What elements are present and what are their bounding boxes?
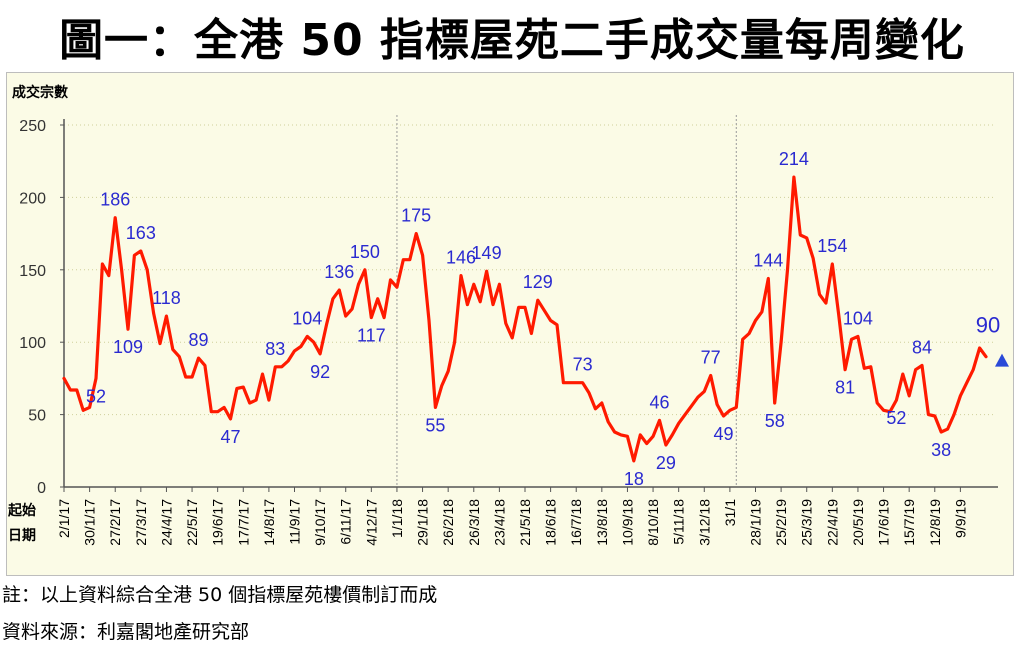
data-label: 92 (310, 362, 330, 382)
data-label: 81 (835, 378, 855, 398)
source-note: 資料來源：利嘉閣地產研究部 (2, 621, 250, 643)
data-label: 38 (931, 440, 951, 460)
x-tick-label: 31/1 (722, 499, 738, 526)
y-tick-label: 250 (19, 118, 46, 135)
data-label: 49 (713, 424, 733, 444)
data-label: 52 (86, 386, 106, 406)
data-label: 89 (188, 330, 208, 350)
y-tick-label: 50 (28, 408, 46, 425)
data-label: 175 (401, 206, 431, 226)
x-tick-label: 11/9/17 (287, 499, 303, 545)
x-tick-label: 27/3/17 (133, 499, 149, 546)
data-label: 149 (472, 243, 502, 263)
x-axis-title-line1: 起始 (7, 502, 36, 519)
data-label: 52 (886, 408, 906, 428)
x-tick-label: 14/8/17 (261, 499, 277, 546)
data-label: 214 (779, 149, 809, 169)
data-label: 146 (446, 248, 476, 268)
x-tick-label: 1/1/18 (389, 499, 405, 538)
y-tick-label: 200 (19, 190, 46, 207)
data-label: 104 (292, 308, 322, 328)
x-tick-label: 16/7/18 (568, 499, 584, 546)
data-label: 55 (425, 415, 445, 435)
series-line (62, 175, 988, 463)
x-tick-label: 17/6/19 (876, 499, 892, 546)
x-tick-label: 8/10/18 (645, 499, 661, 546)
data-label: 29 (656, 453, 676, 473)
x-tick-label: 30/1/17 (82, 499, 98, 546)
data-label: 129 (523, 272, 553, 292)
x-tick-label: 22/5/17 (184, 499, 200, 546)
x-tick-label: 18/6/18 (543, 499, 559, 546)
chart-frame (6, 72, 1014, 576)
x-tick-label: 5/11/18 (671, 499, 687, 545)
data-label: 163 (126, 223, 156, 243)
x-tick-label: 26/2/18 (440, 499, 456, 546)
x-tick-label: 20/5/19 (850, 499, 866, 546)
data-label: 18 (624, 469, 644, 489)
data-label: 186 (100, 190, 130, 210)
x-tick-label: 12/8/19 (927, 499, 943, 546)
x-tick-label: 17/7/17 (235, 499, 251, 546)
x-tick-label: 25/3/19 (799, 499, 815, 546)
data-label: 46 (649, 392, 669, 412)
data-label: 77 (701, 348, 721, 368)
x-tick-label: 28/1/19 (748, 499, 764, 546)
x-tick-label: 9/9/19 (952, 499, 968, 538)
volume-line-chart: 0 50 100 150 200 250 成交宗數 2/1/17 30/1/17 27/2/17 2… (7, 84, 1009, 546)
y-axis-title: 成交宗數 (12, 84, 68, 101)
x-tick-label: 19/6/17 (210, 499, 226, 546)
data-label: 150 (350, 242, 380, 262)
y-tick-label: 150 (19, 263, 46, 280)
data-label: 90 (976, 313, 1000, 338)
x-tick-label: 9/10/17 (312, 499, 328, 546)
data-label: 58 (765, 411, 785, 431)
y-tick-label: 0 (37, 480, 46, 497)
x-tick-label: 24/4/17 (158, 499, 174, 546)
y-tick-label: 100 (19, 335, 46, 352)
x-tick-label: 29/1/18 (415, 499, 431, 546)
x-tick-label: 22/4/19 (824, 499, 840, 546)
data-label: 47 (220, 427, 240, 447)
x-tick-label: 2/1/17 (56, 499, 72, 538)
data-label: 83 (265, 339, 285, 359)
x-tick-label: 4/12/17 (363, 499, 379, 546)
latest-point-marker (995, 353, 1009, 367)
data-label: 136 (324, 262, 354, 282)
x-tick-label: 15/7/19 (901, 499, 917, 546)
x-axis-title-line2: 日期 (8, 528, 36, 544)
x-tick-label: 10/9/18 (619, 499, 635, 546)
chart-title: 圖一：全港 50 指標屋苑二手成交量每周變化 (59, 15, 965, 66)
data-label: 118 (152, 288, 181, 308)
data-label: 117 (357, 326, 386, 346)
x-tick-label: 25/2/19 (773, 499, 789, 546)
data-label: 109 (113, 337, 143, 357)
footnote: 註：以上資料綜合全港 50 個指標屋苑樓價制訂而成 (2, 584, 438, 606)
data-label: 104 (843, 308, 873, 328)
data-label: 144 (753, 250, 783, 270)
x-tick-label: 13/8/18 (594, 499, 610, 546)
data-label: 84 (912, 337, 932, 357)
data-label: 73 (573, 355, 593, 375)
x-tick-label: 3/12/18 (696, 499, 712, 546)
x-tick-label: 26/3/18 (466, 499, 482, 546)
x-tick-label: 27/2/17 (107, 499, 123, 546)
x-tick-label: 23/4/18 (491, 499, 507, 546)
x-tick-label: 21/5/18 (517, 499, 533, 546)
data-label: 154 (817, 236, 847, 256)
x-tick-label: 6/11/17 (338, 499, 354, 545)
